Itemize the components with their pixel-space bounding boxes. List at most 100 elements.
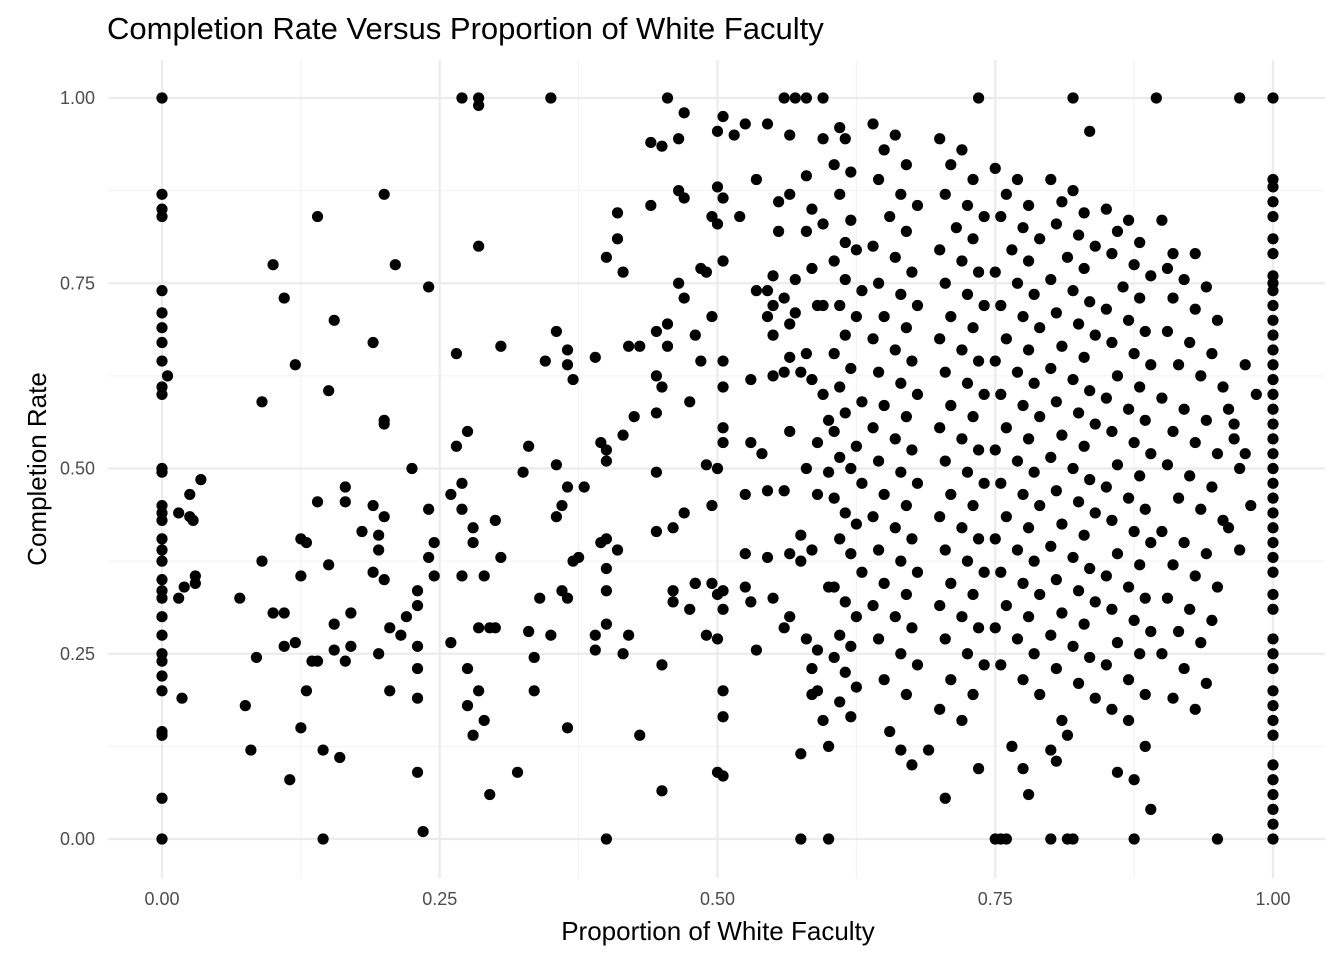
data-point — [895, 555, 907, 567]
data-point — [1050, 396, 1062, 408]
data-point — [911, 477, 924, 489]
data-point — [1045, 273, 1057, 286]
data-point — [156, 670, 168, 682]
data-point — [656, 140, 668, 152]
data-point — [678, 507, 690, 519]
data-point — [1006, 244, 1018, 256]
data-point — [339, 496, 351, 508]
y-tick-label: 0.75 — [60, 273, 95, 293]
data-point — [995, 299, 1007, 312]
data-point — [1128, 525, 1140, 538]
data-point — [834, 533, 846, 545]
data-point — [834, 696, 846, 708]
data-point — [1267, 403, 1279, 415]
data-point — [678, 292, 690, 304]
data-point — [878, 577, 890, 589]
data-point — [473, 622, 485, 634]
data-point — [678, 107, 690, 119]
data-point — [178, 581, 190, 593]
data-point — [1111, 548, 1124, 560]
data-point — [1189, 303, 1201, 315]
data-point — [1156, 525, 1168, 538]
data-point — [778, 292, 790, 304]
data-point — [834, 299, 846, 312]
data-point — [961, 466, 974, 478]
data-point — [339, 655, 351, 667]
data-point — [1050, 574, 1062, 586]
data-point — [717, 422, 729, 434]
data-point — [156, 611, 168, 623]
data-point — [345, 640, 357, 652]
data-point — [828, 651, 840, 664]
data-point — [1267, 603, 1279, 615]
data-point — [623, 340, 635, 352]
data-point — [1206, 481, 1218, 493]
data-point — [156, 336, 168, 349]
data-point — [900, 411, 912, 423]
data-point — [600, 618, 613, 630]
data-point — [1178, 403, 1190, 415]
data-point — [867, 240, 879, 252]
data-point — [1234, 544, 1246, 556]
data-point — [156, 685, 168, 697]
data-point — [1072, 229, 1085, 241]
data-point — [717, 603, 729, 615]
data-point — [1050, 662, 1062, 675]
data-point — [411, 599, 424, 612]
data-point — [176, 692, 188, 704]
data-point — [1000, 333, 1012, 345]
data-point — [889, 433, 901, 445]
data-point — [187, 514, 199, 526]
data-point — [900, 322, 912, 334]
data-point — [1011, 277, 1024, 289]
data-point — [1100, 303, 1112, 315]
data-point — [373, 648, 385, 660]
data-point — [939, 277, 951, 289]
data-point — [367, 499, 379, 512]
data-point — [1106, 514, 1118, 526]
data-point — [706, 499, 718, 512]
data-point — [561, 722, 574, 734]
data-point — [789, 92, 801, 104]
data-point — [1050, 307, 1062, 319]
data-point — [456, 477, 468, 489]
data-point — [1050, 755, 1062, 767]
data-point — [989, 162, 1001, 174]
data-point — [284, 774, 296, 786]
data-point — [1167, 292, 1179, 304]
data-point — [717, 110, 729, 123]
data-point — [645, 136, 657, 149]
data-point — [895, 377, 907, 389]
data-point — [761, 551, 774, 564]
data-point — [600, 833, 613, 845]
data-point — [1150, 92, 1162, 104]
data-point — [1134, 381, 1146, 393]
data-point — [1239, 359, 1251, 371]
data-point — [967, 322, 979, 334]
data-point — [806, 262, 818, 275]
data-point — [900, 159, 912, 171]
data-point — [1034, 688, 1046, 701]
data-point — [1017, 674, 1029, 686]
x-tick-label: 0.25 — [422, 889, 457, 909]
data-point — [423, 551, 435, 564]
data-point — [900, 499, 912, 512]
data-point — [728, 129, 740, 141]
data-point — [956, 522, 968, 534]
data-point — [1067, 833, 1079, 845]
data-point — [1078, 618, 1090, 630]
data-point — [1234, 92, 1246, 104]
data-point — [1139, 414, 1151, 426]
data-point — [511, 766, 524, 778]
data-point — [761, 310, 774, 323]
data-point — [561, 344, 574, 356]
data-point — [856, 396, 868, 408]
data-point — [1128, 436, 1140, 449]
data-point — [1045, 451, 1057, 463]
data-point — [1022, 611, 1035, 623]
data-point — [1267, 373, 1279, 386]
data-point — [550, 459, 563, 471]
data-point — [867, 118, 879, 130]
data-point — [445, 637, 457, 649]
data-point — [961, 377, 974, 389]
